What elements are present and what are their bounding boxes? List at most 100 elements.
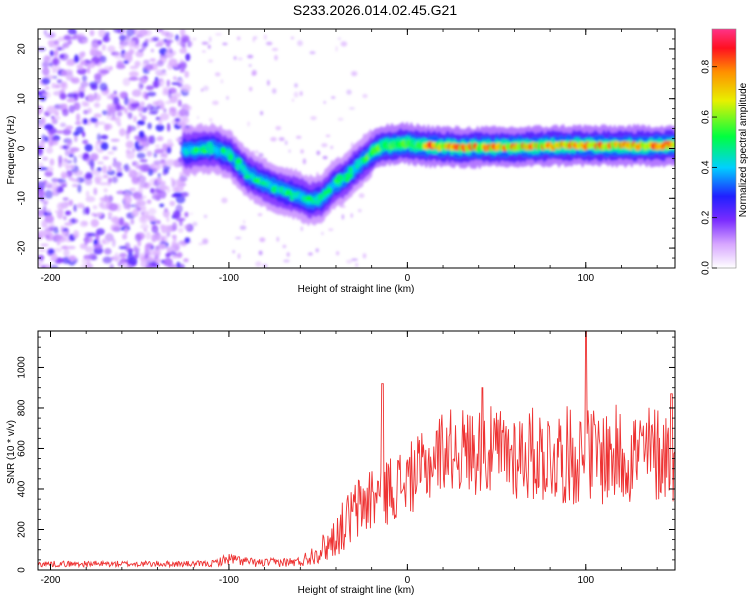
noise-blob: [212, 100, 219, 106]
noise-blob: [93, 93, 102, 102]
noise-blob: [177, 251, 183, 259]
noise-blob: [44, 182, 51, 187]
noise-blob: [160, 259, 165, 264]
noise-blob: [38, 230, 48, 237]
noise-blob: [56, 79, 63, 84]
noise-blob: [68, 105, 76, 114]
noise-blob: [63, 42, 70, 49]
noise-blob: [143, 69, 150, 74]
noise-blob: [95, 50, 103, 57]
noise-blob: [49, 264, 59, 268]
noise-blob: [302, 158, 307, 165]
noise-blob: [73, 102, 81, 111]
noise-blob: [127, 40, 136, 47]
ridge-blob: [193, 146, 199, 153]
noise-blob: [99, 55, 107, 63]
noise-blob: [153, 247, 161, 257]
noise-blob: [102, 174, 109, 179]
noise-blob: [146, 150, 153, 157]
noise-blob: [171, 241, 176, 248]
noise-blob: [83, 109, 89, 115]
noise-blob: [251, 69, 257, 76]
noise-blob: [81, 258, 90, 265]
noise-blob: [79, 220, 89, 228]
noise-blob: [116, 110, 123, 117]
noise-blob: [184, 105, 192, 111]
noise-blob: [156, 220, 161, 225]
noise-blob: [61, 245, 69, 249]
noise-blob: [38, 261, 42, 267]
x-tick-label: 0: [405, 273, 411, 284]
noise-blob: [94, 73, 102, 80]
noise-blob: [82, 118, 88, 125]
noise-blob: [351, 142, 354, 146]
noise-blob: [147, 256, 155, 263]
noise-blob: [49, 158, 55, 166]
noise-blob: [169, 143, 174, 147]
noise-blob: [111, 146, 118, 151]
noise-blob: [39, 140, 46, 148]
noise-blob: [140, 205, 147, 211]
noise-blob: [76, 203, 85, 209]
ridge-blob: [348, 166, 353, 172]
noise-blob: [78, 91, 85, 98]
noise-blob: [154, 144, 161, 148]
noise-blob: [177, 227, 184, 233]
noise-blob: [351, 258, 358, 262]
noise-blob: [165, 159, 176, 167]
noise-blob: [90, 43, 100, 48]
noise-blob: [184, 211, 189, 218]
noise-blob: [58, 181, 68, 186]
noise-blob: [90, 117, 98, 123]
y-tick-label: 400: [17, 480, 28, 497]
noise-blob: [38, 181, 46, 190]
noise-blob: [271, 88, 277, 94]
noise-blob: [87, 66, 91, 74]
noise-blob: [107, 151, 115, 155]
spectrogram-x-axis-label: Height of straight line (km): [298, 284, 415, 295]
noise-blob: [284, 140, 288, 146]
noise-blob: [151, 225, 159, 234]
noise-blob: [328, 228, 334, 232]
noise-blob: [146, 91, 157, 97]
noise-blob: [184, 70, 190, 78]
noise-blob: [44, 123, 54, 131]
noise-blob: [208, 59, 214, 63]
noise-blob: [163, 165, 170, 173]
noise-blob: [346, 259, 353, 264]
noise-blob: [202, 238, 209, 245]
noise-blob: [247, 54, 254, 59]
noise-blob: [116, 63, 126, 70]
noise-blob: [330, 145, 334, 150]
noise-blob: [51, 57, 61, 66]
noise-blob: [158, 117, 163, 126]
noise-blob: [85, 196, 96, 203]
noise-blob: [153, 152, 158, 158]
ridge-blob: [270, 187, 276, 192]
noise-blob: [267, 79, 270, 86]
noise-blob: [166, 79, 170, 87]
noise-blob: [73, 170, 84, 177]
noise-blob: [190, 212, 193, 215]
noise-blob: [183, 224, 190, 230]
noise-blob: [54, 49, 59, 56]
y-tick-label: -10: [17, 191, 28, 206]
noise-blob: [118, 217, 125, 226]
x-tick-label: -200: [40, 273, 60, 284]
noise-blob: [132, 161, 139, 167]
noise-blob: [171, 255, 180, 259]
noise-blob: [362, 253, 367, 259]
noise-blob: [94, 143, 100, 152]
noise-blob: [55, 130, 64, 134]
snr-series-line: [38, 331, 675, 569]
noise-blob: [182, 36, 189, 43]
noise-blob: [140, 215, 146, 222]
ridge-blob: [355, 159, 363, 167]
noise-blob: [53, 40, 60, 45]
noise-blob: [73, 30, 78, 36]
y-tick-label: -20: [17, 240, 28, 255]
noise-blob: [220, 79, 224, 84]
noise-blob: [276, 236, 280, 242]
